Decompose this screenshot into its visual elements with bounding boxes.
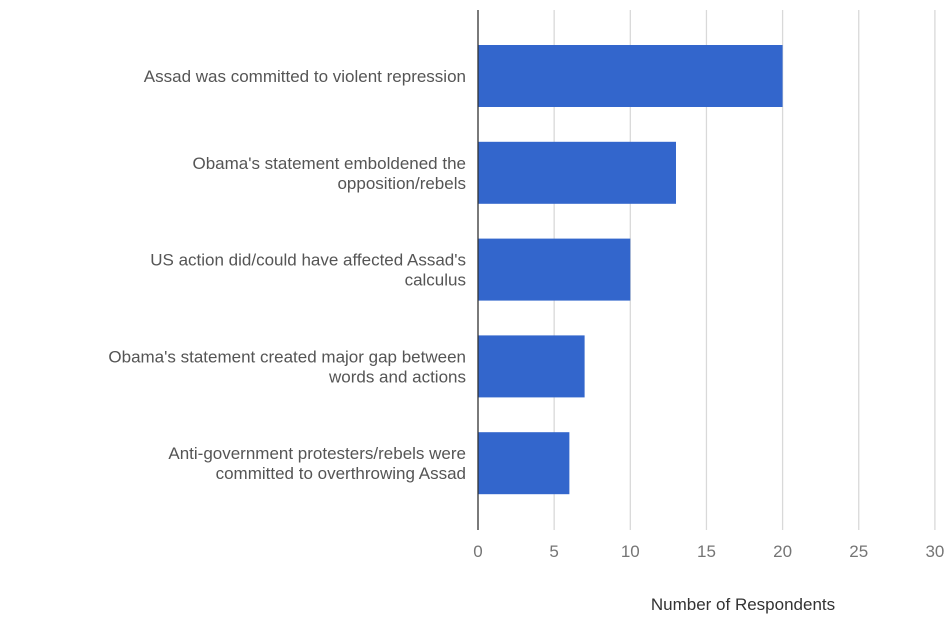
category-label: US action did/could have affected Assad'… — [150, 251, 466, 290]
x-tick-label: 25 — [849, 542, 868, 561]
bar — [478, 45, 783, 107]
x-axis-title: Number of Respondents — [651, 595, 835, 614]
category-labels: Assad was committed to violent repressio… — [108, 67, 466, 483]
bar — [478, 141, 676, 204]
category-label: Obama's statement emboldened the oppositi… — [192, 154, 466, 193]
x-tick-label: 5 — [549, 542, 558, 561]
x-tick-label: 30 — [925, 542, 944, 561]
x-tick-label: 10 — [621, 542, 640, 561]
bar — [478, 432, 570, 495]
bar — [478, 335, 585, 398]
x-tick-label: 20 — [773, 542, 792, 561]
bar — [478, 238, 631, 301]
x-tick-label: 0 — [473, 542, 482, 561]
bars — [478, 45, 783, 495]
x-tick-labels: 0 5 10 15 20 25 30 — [473, 542, 944, 561]
category-label: Assad was committed to violent repressio… — [144, 67, 466, 86]
category-label: Obama's statement created major gap betw… — [108, 347, 466, 386]
x-tick-label: 15 — [697, 542, 716, 561]
category-label: Anti-government protesters/rebels were co… — [168, 444, 466, 483]
